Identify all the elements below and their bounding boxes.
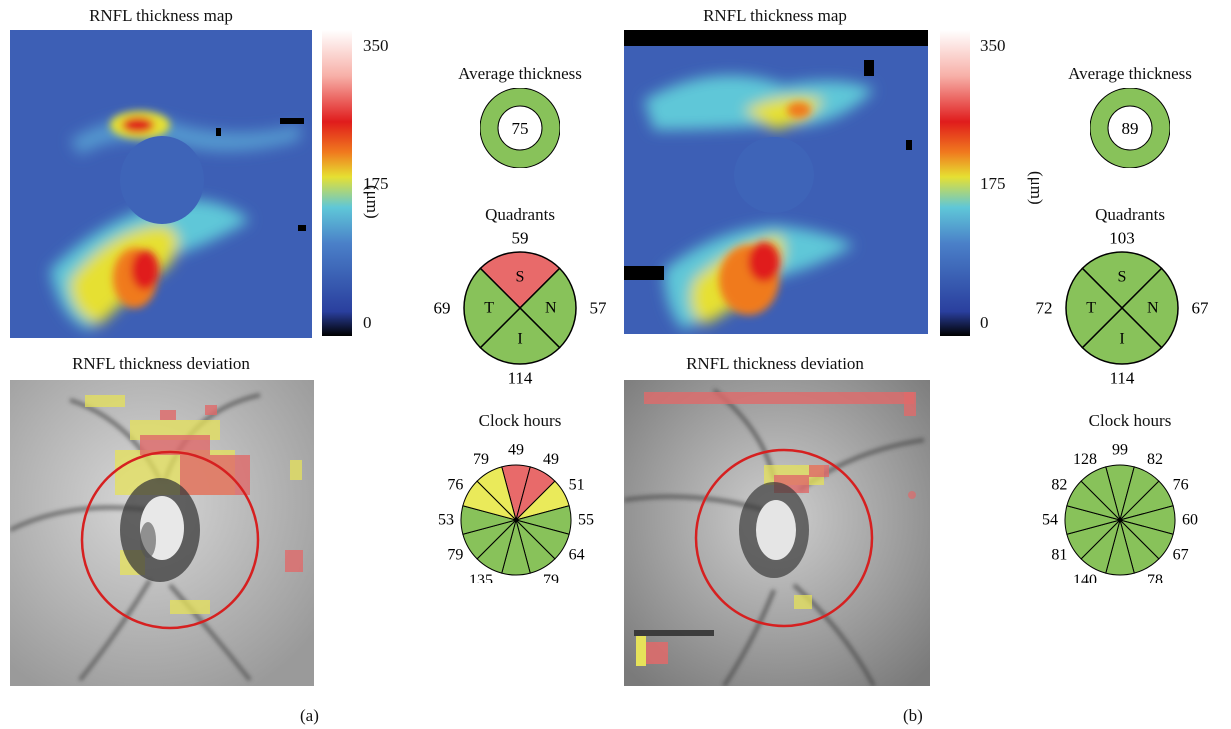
average-thickness-value: 89 (1122, 119, 1139, 138)
quadrant-inferior-letter: I (1119, 330, 1124, 347)
quadrant-nasal-value: 67 (1192, 299, 1210, 318)
clock-hour-9-value: 54 (1042, 512, 1058, 529)
clock-hour-5-value: 78 (1147, 572, 1163, 583)
quadrant-nasal-letter: N (545, 300, 557, 317)
quadrant-temporal-value: 69 (434, 299, 451, 318)
clock-hour-3-value: 60 (1182, 512, 1198, 529)
clock-hour-11-value: 79 (473, 451, 489, 468)
quadrant-nasal-slice (518, 267, 577, 349)
clock-hour-4-value: 64 (569, 547, 585, 564)
clock-hour-12-value: 99 (1112, 442, 1128, 459)
clock-hour-1-value: 82 (1147, 451, 1163, 468)
panel-caption: (b) (903, 706, 923, 725)
clock-hour-8-value: 81 (1051, 547, 1067, 564)
clock-hour-10-value: 76 (447, 477, 463, 494)
clock-hours-title: Clock hours (1088, 411, 1172, 430)
average-thickness-value: 75 (512, 119, 529, 138)
clock-hour-10-value: 82 (1051, 477, 1067, 494)
quadrant-nasal-letter: N (1147, 300, 1159, 317)
average-thickness-ring: 89 (1090, 88, 1170, 168)
quadrant-temporal-slice (1065, 267, 1124, 349)
quadrants-chart: S 103 N 67 I 114 T 72 (1036, 229, 1210, 388)
clock-hour-2-value: 76 (1173, 477, 1189, 494)
clock-hours-title: Clock hours (478, 411, 562, 430)
quadrant-superior-letter: S (1118, 269, 1127, 286)
colorbar-unit-label: (μm) (363, 185, 382, 219)
colorbar (322, 30, 352, 336)
clock-hour-12-value: 49 (508, 442, 524, 459)
colorbar-unit-label: (μm) (1027, 171, 1046, 205)
rnfl-thickness-map (10, 30, 312, 338)
average-thickness-title: Average thickness (1068, 64, 1192, 83)
clock-hour-8-value: 79 (447, 547, 463, 564)
quadrants-title: Quadrants (1095, 205, 1165, 224)
colorbar-max-label: 350 (980, 36, 1006, 55)
clock-hour-2-value: 51 (569, 477, 585, 494)
quadrants-title: Quadrants (485, 205, 555, 224)
colorbar (940, 30, 970, 336)
quadrant-nasal-slice (1120, 267, 1179, 349)
clock-hour-9-value: 53 (438, 512, 454, 529)
quadrant-inferior-slice (1081, 306, 1163, 365)
colorbar-min-label: 0 (980, 313, 989, 332)
colorbar-max-label: 350 (363, 36, 389, 55)
average-thickness-title: Average thickness (458, 64, 582, 83)
quadrant-inferior-slice (479, 306, 561, 365)
quadrant-temporal-letter: T (484, 300, 494, 317)
rnfl-deviation-map (10, 380, 314, 686)
quadrant-superior-value: 59 (512, 229, 529, 248)
deviation-title: RNFL thickness deviation (686, 354, 864, 373)
clock-hours-chart: 99 82 76 60 67 78 125 140 81 54 82 128 (1042, 442, 1198, 584)
average-thickness-ring: 75 (480, 88, 560, 168)
clock-hour-11-slice (1080, 466, 1121, 522)
clock-hour-4-value: 67 (1173, 547, 1189, 564)
colorbar-mid-label: 175 (980, 174, 1006, 193)
quadrant-superior-value: 103 (1109, 229, 1135, 248)
quadrant-superior-letter: S (516, 269, 525, 286)
quadrant-inferior-letter: I (517, 330, 522, 347)
clock-hour-7-value: 140 (1073, 572, 1097, 583)
clock-hour-11-value: 128 (1073, 451, 1097, 468)
rnfl-thickness-map (624, 30, 928, 334)
clock-hour-3-value: 55 (578, 512, 594, 529)
map-title: RNFL thickness map (703, 6, 847, 25)
clock-hour-6-value: 127 (504, 582, 528, 584)
quadrant-nasal-value: 57 (590, 299, 608, 318)
clock-hour-6-value: 125 (1108, 582, 1132, 584)
quadrant-inferior-value: 114 (1110, 369, 1135, 388)
colorbar-min-label: 0 (363, 313, 372, 332)
quadrant-inferior-value: 114 (508, 369, 533, 388)
quadrant-temporal-letter: T (1086, 300, 1096, 317)
colorbar-mid-label: 175 (363, 174, 389, 193)
clock-hour-7-value: 135 (469, 572, 493, 583)
rnfl-deviation-map (624, 380, 930, 686)
quadrant-superior-slice (479, 251, 561, 310)
clock-hour-5-value: 79 (543, 572, 559, 583)
deviation-title: RNFL thickness deviation (72, 354, 250, 373)
quadrant-temporal-slice (463, 267, 522, 349)
clock-hours-chart: 49 49 51 55 64 79 127 135 79 53 76 79 (438, 442, 594, 584)
quadrant-superior-slice (1081, 251, 1163, 310)
map-title: RNFL thickness map (89, 6, 233, 25)
quadrant-temporal-value: 72 (1036, 299, 1053, 318)
quadrants-chart: S 59 N 57 I 114 T 69 (434, 229, 608, 388)
panel-caption: (a) (300, 706, 319, 725)
clock-hour-11-slice (476, 466, 517, 522)
clock-hour-1-value: 49 (543, 451, 559, 468)
